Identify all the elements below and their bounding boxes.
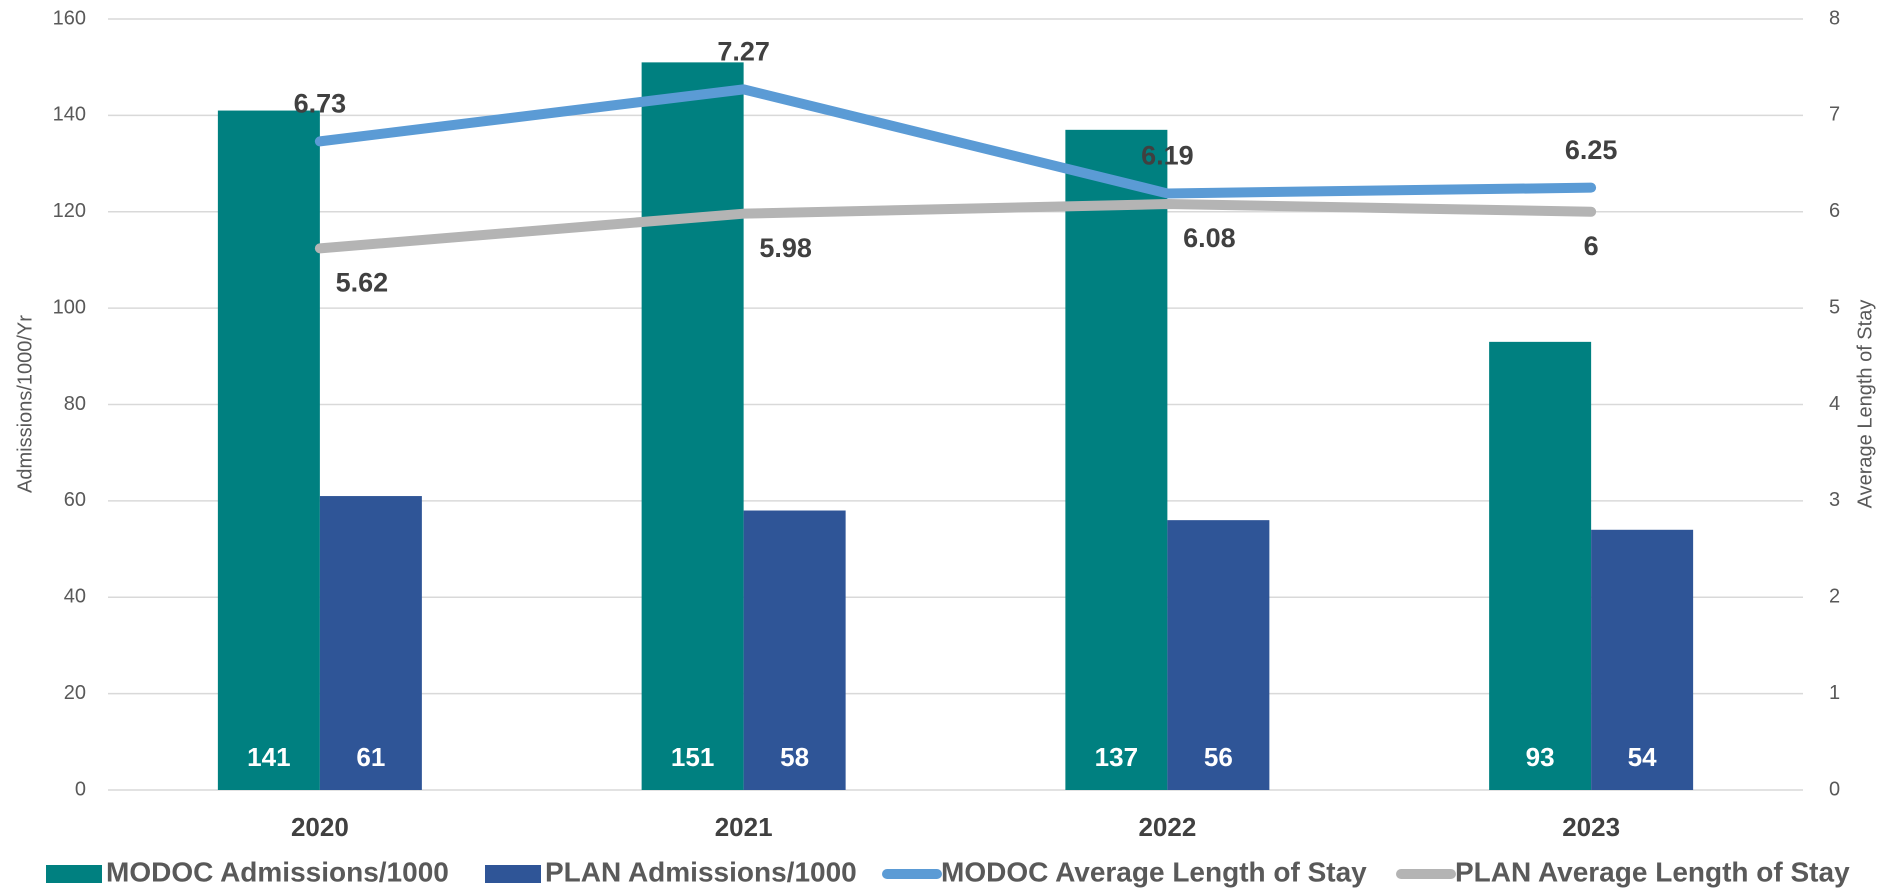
bar — [1591, 529, 1694, 790]
bar — [1167, 520, 1270, 790]
bar — [319, 496, 422, 790]
bar-value-label: 54 — [1628, 742, 1657, 772]
line-value-label: 6.73 — [294, 89, 347, 119]
y2-tick-label: 3 — [1829, 489, 1840, 511]
y-tick-label: 100 — [53, 296, 86, 318]
y2-axis-title: Average Length of Stay — [1854, 300, 1876, 509]
bar-value-label: 58 — [780, 742, 809, 772]
bar-value-label: 137 — [1095, 742, 1138, 772]
legend-label: PLAN Admissions/1000 — [545, 856, 857, 887]
legend-swatch — [46, 865, 102, 883]
y2-tick-label: 6 — [1829, 200, 1840, 222]
line-value-label: 6.08 — [1183, 223, 1236, 253]
line — [314, 199, 1597, 254]
y2-tick-label: 2 — [1829, 586, 1840, 608]
x-tick-label: 2021 — [715, 812, 773, 842]
bar — [1489, 341, 1592, 790]
y-tick-label: 160 — [53, 7, 86, 29]
y2-tick-label: 5 — [1829, 296, 1840, 318]
legend-swatch — [485, 865, 541, 883]
line-value-label: 5.62 — [336, 267, 389, 297]
bar-value-label: 141 — [247, 742, 290, 772]
bar-value-label: 151 — [671, 742, 714, 772]
line-value-label: 6.19 — [1141, 141, 1194, 171]
legend-label: PLAN Average Length of Stay — [1455, 856, 1850, 887]
x-tick-label: 2023 — [1562, 812, 1620, 842]
line-value-label: 7.27 — [717, 36, 770, 66]
line-value-label: 6.25 — [1565, 135, 1618, 165]
y2-tick-label: 0 — [1829, 778, 1840, 800]
bar — [641, 62, 744, 790]
bar-value-label: 93 — [1526, 742, 1555, 772]
y-tick-label: 0 — [75, 778, 86, 800]
line-value-label: 6 — [1584, 231, 1599, 261]
bar — [1065, 129, 1168, 791]
bar-value-label: 61 — [356, 742, 385, 772]
bar — [743, 510, 846, 790]
legend-label: MODOC Average Length of Stay — [941, 856, 1367, 887]
y-tick-label: 40 — [64, 586, 86, 608]
y-tick-label: 120 — [53, 200, 86, 222]
bar — [217, 110, 320, 790]
legend-label: MODOC Admissions/1000 — [106, 856, 449, 887]
y-tick-label: 80 — [64, 393, 86, 415]
y-tick-label: 60 — [64, 489, 86, 511]
y2-tick-label: 8 — [1829, 7, 1840, 29]
y-tick-label: 140 — [53, 104, 86, 126]
line — [314, 84, 1597, 199]
x-tick-label: 2020 — [291, 812, 349, 842]
y2-tick-label: 1 — [1829, 682, 1840, 704]
x-tick-label: 2022 — [1138, 812, 1196, 842]
y-tick-label: 20 — [64, 682, 86, 704]
y-axis-title: Admissions/1000/Yr — [14, 315, 36, 493]
bar-value-label: 56 — [1204, 742, 1233, 772]
line-value-label: 5.98 — [759, 233, 812, 263]
y2-tick-label: 4 — [1829, 393, 1840, 415]
y2-tick-label: 7 — [1829, 104, 1840, 126]
